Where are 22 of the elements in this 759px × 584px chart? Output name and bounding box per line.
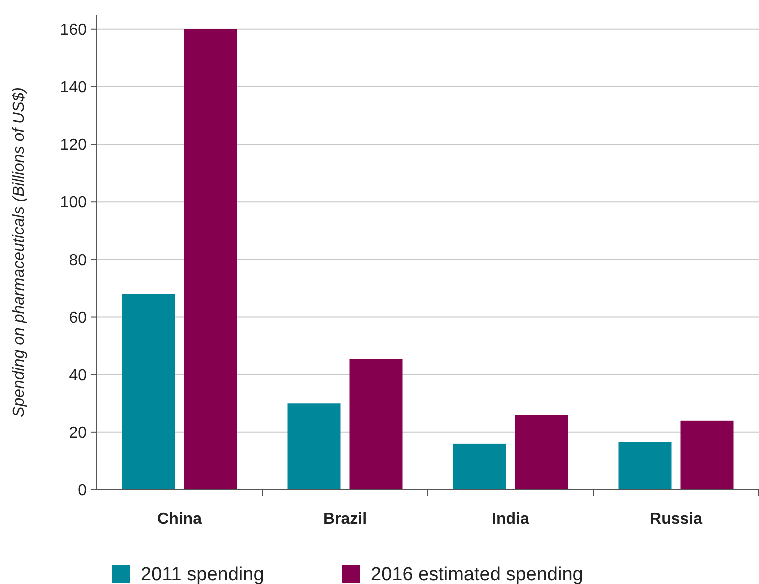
y-tick-label: 60 [69,310,88,327]
y-tick-label: 20 [69,425,88,442]
y-tick-label: 100 [60,194,88,212]
y-tick-label: 40 [69,367,88,384]
bar [184,29,238,490]
bar [288,404,341,490]
y-tick-label: 0 [78,482,88,500]
bar [618,442,672,490]
x-tick-label: Russia [650,511,703,528]
x-tick-label: Brazil [323,511,368,528]
bar [453,444,506,490]
y-tick-label: 140 [60,80,88,97]
y-tick-label: 80 [69,252,88,270]
y-axis-title: Spending on pharmaceuticals (Billions of US$) [11,88,28,418]
bar [122,294,176,490]
bar [680,420,734,490]
bar [515,415,568,490]
bar [350,359,403,490]
x-tick-label: India [492,511,530,528]
y-tick-label: 120 [60,137,88,154]
x-tick-label: China [158,511,202,528]
y-tick-label: 160 [60,22,88,39]
